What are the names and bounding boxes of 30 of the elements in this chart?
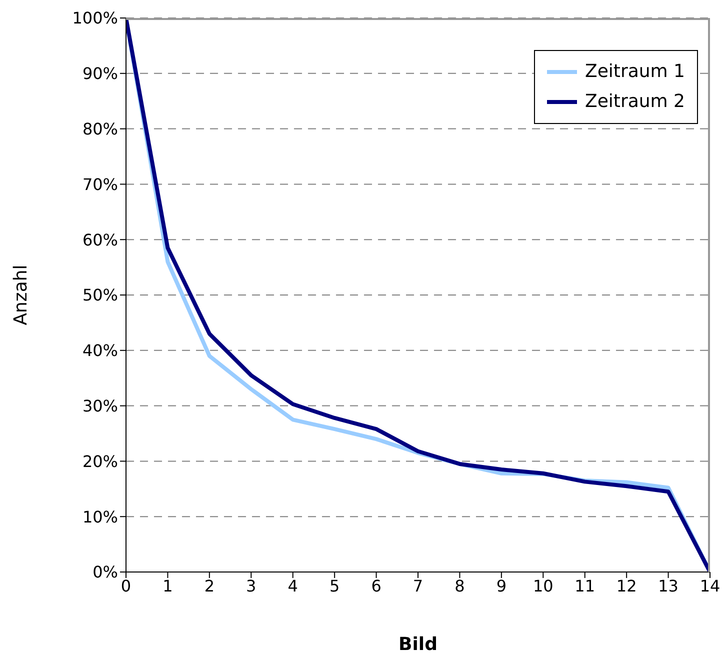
x-tick-label: 6 bbox=[371, 576, 382, 596]
x-tick-label: 10 bbox=[532, 576, 554, 596]
x-tick-label: 7 bbox=[412, 576, 424, 596]
y-tick-label: 0% bbox=[92, 562, 118, 582]
x-tick-label: 12 bbox=[616, 576, 637, 596]
y-tick-label: 20% bbox=[82, 452, 118, 471]
y-tick-label: 70% bbox=[82, 174, 118, 194]
y-tick-label: 80% bbox=[82, 119, 118, 138]
x-tick-label: 4 bbox=[288, 576, 298, 596]
legend-label: Zeitraum 1 bbox=[584, 60, 685, 84]
y-tick-label: 100% bbox=[72, 8, 118, 28]
x-tick-label: 2 bbox=[204, 576, 215, 596]
y-tick-label: 40% bbox=[82, 341, 118, 360]
x-tick-label: 13 bbox=[658, 576, 678, 596]
x-tick-label: 5 bbox=[329, 576, 340, 596]
x-tick-label: 1 bbox=[162, 576, 173, 596]
y-tick-label: 30% bbox=[82, 396, 118, 416]
y-tick-label: 90% bbox=[82, 64, 118, 84]
x-tick-label: 0 bbox=[120, 576, 132, 596]
x-tick-label: 3 bbox=[246, 576, 256, 596]
y-tick-label: 60% bbox=[82, 230, 118, 250]
x-tick-label: 11 bbox=[574, 576, 596, 596]
x-tick-label: 8 bbox=[454, 576, 465, 596]
y-axis-title: Anzahl bbox=[10, 264, 32, 326]
x-axis-title: Bild bbox=[398, 634, 438, 655]
y-tick-label: 10% bbox=[82, 507, 118, 526]
y-tick-label: 50% bbox=[82, 286, 118, 305]
legend-label: Zeitraum 2 bbox=[584, 90, 685, 114]
x-tick-label: 14 bbox=[700, 576, 720, 596]
x-tick-label: 9 bbox=[496, 576, 507, 596]
